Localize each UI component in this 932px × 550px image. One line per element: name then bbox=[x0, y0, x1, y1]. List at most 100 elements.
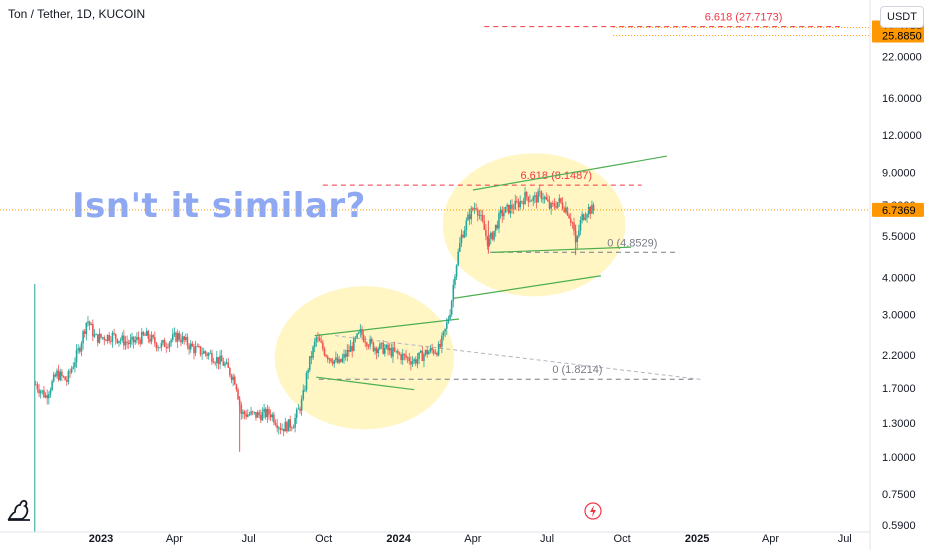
candle-body bbox=[266, 409, 269, 418]
price-lines bbox=[0, 27, 870, 211]
candle-body bbox=[395, 350, 398, 352]
candle-body bbox=[264, 408, 267, 418]
candle-body bbox=[127, 342, 130, 345]
candle-body bbox=[256, 412, 259, 418]
x-tick-label: 2025 bbox=[685, 533, 709, 545]
candle-body bbox=[406, 357, 409, 359]
candle-body bbox=[563, 208, 566, 213]
x-axis[interactable]: 2023 Apr Jul Oct 2024 Apr Jul Oct 2025 Apr Jul bbox=[0, 531, 870, 545]
candle-body bbox=[279, 427, 282, 430]
candle-body bbox=[126, 341, 128, 343]
candle-body bbox=[359, 329, 362, 333]
candle-body bbox=[579, 220, 582, 231]
candle-body bbox=[330, 358, 332, 362]
candle-body bbox=[289, 419, 292, 428]
candle-body bbox=[247, 414, 249, 417]
candle-body bbox=[51, 381, 53, 391]
candle-body bbox=[392, 347, 394, 357]
candle-body bbox=[328, 358, 331, 360]
candle-body bbox=[558, 198, 561, 203]
candle-body bbox=[295, 409, 298, 419]
candle-body bbox=[351, 346, 353, 352]
candle-body bbox=[331, 361, 334, 364]
candle-body bbox=[379, 343, 381, 350]
candle-body bbox=[529, 200, 531, 202]
candle-body bbox=[230, 375, 233, 381]
candle-body bbox=[194, 346, 197, 354]
candle-body bbox=[382, 342, 384, 354]
candle-body bbox=[90, 324, 93, 326]
x-tick-label: Jul bbox=[838, 533, 852, 545]
candle-body bbox=[292, 427, 295, 429]
candle-body bbox=[271, 414, 274, 418]
candle-body bbox=[232, 376, 234, 381]
y-tick-label: 0.7500 bbox=[882, 489, 916, 501]
candle-body bbox=[538, 191, 541, 193]
candle-body bbox=[140, 332, 143, 344]
candle-body bbox=[185, 337, 187, 341]
symbol-title[interactable]: Ton / Tether, 1D, KUCOIN bbox=[8, 7, 146, 21]
currency-button[interactable]: USDT bbox=[880, 6, 924, 28]
candle-body bbox=[336, 357, 339, 363]
y-tick-label: 1.3000 bbox=[882, 418, 916, 430]
trendline-2 bbox=[316, 376, 415, 391]
candle-body bbox=[96, 334, 99, 343]
candle-body bbox=[385, 344, 388, 349]
candle-body bbox=[522, 201, 525, 205]
candle-body bbox=[56, 370, 58, 377]
y-axis[interactable]: 22.000016.000012.00009.00007.00005.50004… bbox=[869, 0, 924, 550]
candle-body bbox=[214, 362, 216, 364]
candle-body bbox=[480, 214, 482, 216]
candle-body bbox=[39, 391, 42, 394]
candle-body bbox=[398, 353, 401, 355]
candle-body bbox=[550, 203, 552, 209]
y-tick-label: 5.5000 bbox=[882, 231, 916, 243]
candle-body bbox=[568, 215, 570, 219]
candle-body bbox=[136, 337, 138, 341]
x-tick-label: Apr bbox=[166, 533, 183, 545]
candle-body bbox=[72, 366, 75, 369]
candle-body bbox=[545, 197, 548, 200]
tradingview-dino-icon[interactable] bbox=[6, 496, 32, 522]
candle-body bbox=[436, 352, 438, 356]
candle-body bbox=[556, 202, 559, 208]
candle-body bbox=[155, 343, 158, 349]
candle-body bbox=[160, 342, 163, 348]
candle-body bbox=[566, 207, 569, 216]
y-tick-label: 4.0000 bbox=[882, 272, 916, 284]
candle-body bbox=[400, 354, 402, 360]
candle-body bbox=[401, 353, 404, 360]
candle-body bbox=[428, 351, 430, 355]
candle-body bbox=[346, 349, 349, 357]
candle-body bbox=[530, 200, 533, 202]
candle-body bbox=[313, 341, 316, 347]
candle-body bbox=[429, 348, 432, 352]
candle-body bbox=[59, 371, 62, 380]
candle-body bbox=[397, 350, 399, 354]
candle-body bbox=[36, 384, 39, 390]
candle-body bbox=[181, 336, 184, 343]
candle-body bbox=[132, 336, 135, 343]
candle-body bbox=[204, 351, 207, 354]
candle-body bbox=[475, 208, 477, 210]
candles bbox=[34, 185, 595, 532]
highlight-zone-1 bbox=[274, 286, 455, 430]
candle-body bbox=[507, 204, 510, 214]
candle-body bbox=[457, 251, 459, 266]
candle-body bbox=[212, 361, 215, 363]
candle-body bbox=[274, 422, 277, 425]
candle-body bbox=[367, 346, 370, 347]
candle-body bbox=[370, 339, 373, 343]
candle-body bbox=[439, 343, 442, 347]
projection-line bbox=[334, 335, 701, 380]
fib-level-label-2: 6.618 (8.1487) bbox=[521, 170, 593, 182]
candle-body bbox=[375, 347, 378, 354]
candle-body bbox=[460, 234, 463, 244]
candle-body bbox=[261, 412, 264, 421]
candle-body bbox=[387, 344, 389, 351]
trendline-5 bbox=[492, 246, 632, 253]
lightning-icon[interactable] bbox=[583, 501, 603, 521]
candle-body bbox=[524, 192, 526, 205]
x-tick-label: 2023 bbox=[89, 533, 113, 545]
